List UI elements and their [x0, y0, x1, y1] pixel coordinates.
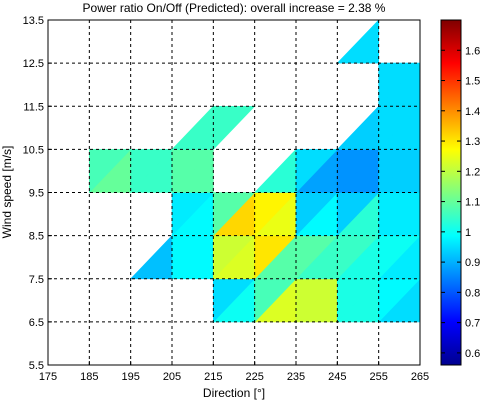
x-tick-label: 245 [328, 371, 346, 383]
colorbar-tick-label: 0.8 [465, 287, 480, 299]
y-axis: 5.5 6.5 7.5 8.5 9.5 10.5 11.5 12.5 13.5 [23, 15, 52, 372]
colorbar-tick-label: 0.9 [465, 257, 480, 269]
x-tick-label: 205 [163, 371, 181, 383]
colorbar [441, 20, 461, 365]
colorbar-tick-label: 0.6 [465, 348, 480, 360]
y-axis-label: Wind speed [m/s] [0, 146, 14, 239]
heatmap-cell [378, 62, 420, 108]
colorbar-frame [440, 19, 462, 366]
chart-title: Power ratio On/Off (Predicted): overall … [83, 1, 386, 15]
x-tick-label: 265 [411, 371, 429, 383]
y-tick-label: 11.5 [23, 101, 44, 113]
colorbar-tick-label: 0.7 [465, 318, 480, 330]
x-tick-label: 215 [204, 371, 222, 383]
y-tick-label: 10.5 [23, 144, 44, 156]
x-axis-label: Direction [°] [203, 386, 265, 400]
heatmap-cells [88, 20, 420, 323]
colorbar-tick-label: 1.1 [465, 197, 480, 209]
colorbar-axis: 0.6 0.7 0.8 0.9 1 1.1 1.2 1.3 1.4 1.5 1.6 [441, 45, 480, 360]
colorbar-tick-label: 1.6 [465, 45, 480, 57]
y-tick-label: 13.5 [23, 15, 44, 27]
colorbar-tick-label: 1.5 [465, 76, 480, 88]
heatmap-cell [336, 20, 380, 64]
x-tick-label: 255 [369, 371, 387, 383]
x-tick-label: 225 [245, 371, 263, 383]
y-tick-label: 12.5 [23, 58, 44, 70]
colorbar-tick-label: 1.2 [465, 166, 480, 178]
x-axis: 175 185 195 205 215 225 235 245 255 265 [39, 361, 429, 383]
colorbar-tick-label: 1.4 [465, 106, 480, 118]
y-tick-label: 7.5 [29, 274, 44, 286]
y-tick-label: 9.5 [29, 188, 44, 200]
y-tick-label: 6.5 [29, 317, 44, 329]
x-tick-label: 185 [80, 371, 98, 383]
x-tick-label: 195 [121, 371, 139, 383]
y-tick-label: 8.5 [29, 231, 44, 243]
y-tick-label: 5.5 [29, 360, 44, 372]
x-tick-label: 235 [287, 371, 305, 383]
colorbar-tick-label: 1 [465, 227, 471, 239]
colorbar-tick-label: 1.3 [465, 136, 480, 148]
x-tick-label: 175 [39, 371, 57, 383]
